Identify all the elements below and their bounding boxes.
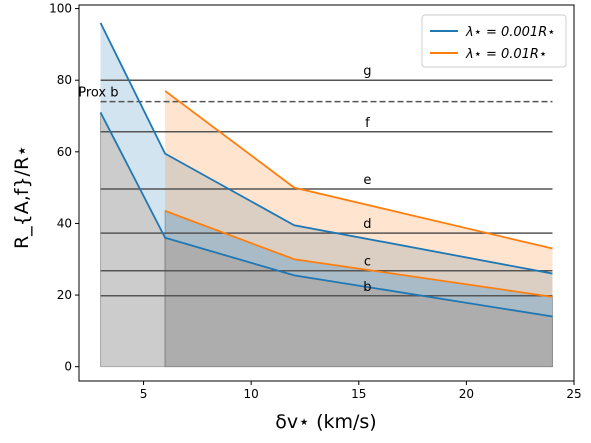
y-tick-label-100: 100 [49,2,72,16]
series-line-1-upper [164,90,553,250]
planet-labels: bc d e f g Prox b [78,64,371,295]
planet-label-e: e [363,173,371,188]
x-tick-label-20: 20 [459,387,474,401]
x-axis-label: δv⋆ (km/s) [275,411,376,433]
plot-frame [78,4,575,382]
planet-label-f: f [365,116,370,131]
series-band-0 [100,22,553,317]
x-tick-label-5: 5 [140,387,148,401]
y-axis-label: R_{A,f}/R⋆ [11,145,33,249]
y-tick-label-80: 80 [57,73,72,87]
x-tick-label-15: 15 [351,387,366,401]
reference-lines [100,79,553,297]
legend-entry-0: λ⋆ = 0.001R⋆ [465,25,555,40]
y-tick-label-40: 40 [57,216,72,230]
series-line-0-upper [99,22,553,275]
series-line-1-lower [164,210,553,298]
series-line-0-lower [99,112,553,318]
legend: λ⋆ = 0.001R⋆ λ⋆ = 0.01R⋆ [421,14,567,68]
y-tick-label-20: 20 [57,288,72,302]
y-tick-label-0: 0 [64,360,72,374]
legend-entry-1: λ⋆ = 0.01R⋆ [465,47,547,62]
y-tick-label-60: 60 [57,145,72,159]
planet-label-d: d [363,217,371,232]
x-tick-label-25: 25 [566,387,581,401]
planet-label-prox-b: Prox b [78,86,118,101]
x-tick-label-10: 10 [244,387,259,401]
planet-label-c: c [364,255,371,270]
axis-ticks: 5 10 15 20 25 0 20 40 60 80 100 [49,2,582,401]
series-band-1 [165,90,553,297]
series-lines [99,22,553,318]
fill-regions [100,22,553,368]
planet-label-g: g [363,64,371,79]
planet-label-b: b [363,280,371,295]
